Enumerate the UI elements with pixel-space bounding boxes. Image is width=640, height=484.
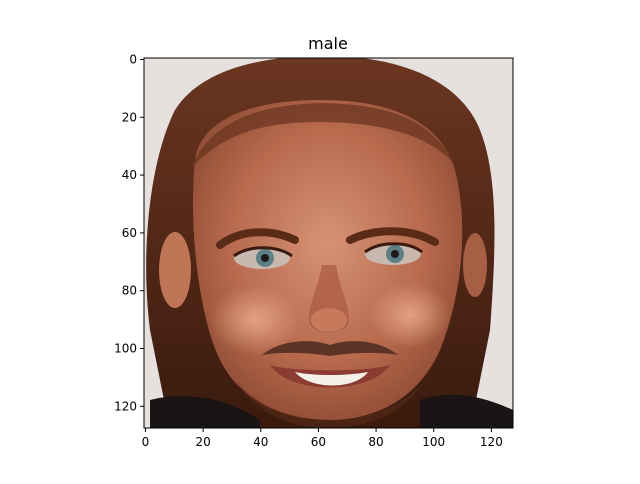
teeth <box>295 372 368 386</box>
face-image <box>144 58 513 428</box>
x-tick-label: 120 <box>480 435 503 449</box>
y-tick-label: 80 <box>122 284 137 298</box>
x-tick-label: 40 <box>253 435 268 449</box>
right-eye <box>364 242 423 265</box>
x-tick-label: 20 <box>195 435 210 449</box>
shirt <box>150 396 260 428</box>
y-tick-label: 40 <box>122 168 137 182</box>
left-eye <box>233 246 293 269</box>
y-axis: 0 20 40 60 80 100 120 <box>114 52 144 413</box>
x-tick-label: 60 <box>311 435 326 449</box>
y-tick-label: 60 <box>122 226 137 240</box>
left-cheek <box>210 285 300 355</box>
right-cheek <box>370 282 450 348</box>
x-tick-label: 0 <box>142 435 150 449</box>
mustache <box>262 341 398 356</box>
y-tick-label: 0 <box>129 52 137 66</box>
y-tick-label: 120 <box>114 399 137 413</box>
nose-tip <box>311 308 347 332</box>
left-eyebrow <box>216 228 299 249</box>
hair-fringe <box>190 103 455 170</box>
x-axis: 0 20 40 60 80 100 120 <box>142 428 503 449</box>
y-tick-label: 100 <box>114 342 137 356</box>
axes-frame <box>143 57 514 429</box>
right-ear <box>463 233 487 297</box>
figure-title: male <box>308 34 348 53</box>
y-tick-label: 20 <box>122 110 137 124</box>
left-ear <box>159 232 191 308</box>
right-eyebrow <box>346 227 439 246</box>
shirt-right <box>420 394 513 428</box>
chin-shadow <box>235 380 425 428</box>
x-tick-label: 80 <box>368 435 383 449</box>
x-tick-label: 100 <box>422 435 445 449</box>
